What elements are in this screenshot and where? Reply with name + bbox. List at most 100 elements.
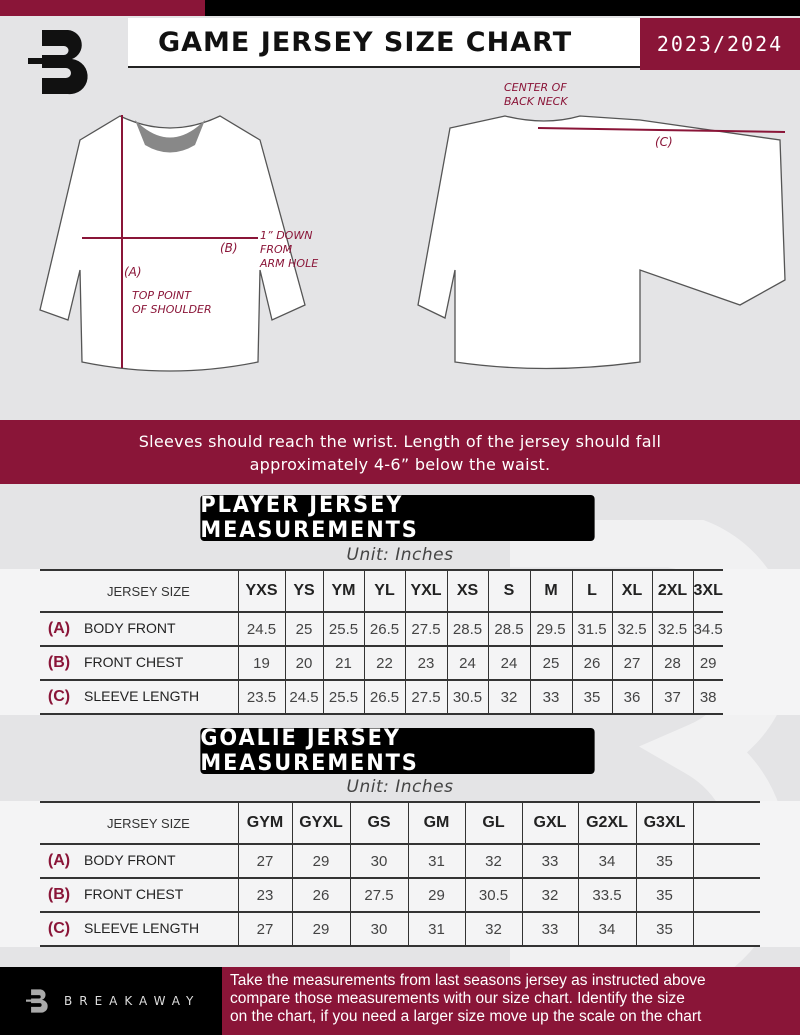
measurement-value: 29.5 [529,612,572,647]
svg-text:BACK NECK: BACK NECK [504,95,568,108]
size-header: XS [446,569,488,613]
measurement-value: 32 [464,844,522,879]
svg-text:FROM: FROM [260,243,293,256]
measurement-value: 25.5 [322,612,364,647]
brand-logo-small [26,989,48,1013]
svg-text:(B): (B) [220,241,238,255]
measurement-value: 24.5 [237,612,285,647]
measurement-value: 27 [237,844,292,879]
measurement-value: 28.5 [446,612,488,647]
instructions-line: approximately 4-6” below the waist. [249,455,551,474]
measurement-code: (A) [47,620,71,637]
measurement-value: 25.5 [322,680,364,715]
goalie-size-table: JERSEY SIZE GYM GYXL GS GM GL GXL G2XL G3XL (A) BO… [40,801,760,947]
measurement-row: (C) SLEEVE LENGTH 23.5 24.5 25.5 26.5 27.5 30.5… [40,680,723,715]
measurement-value: 33 [521,844,578,879]
player-size-table: JERSEY SIZE YXS YS YM YL YXL XS S M L XL 2XL 3XL (A) B… [40,569,723,715]
measurement-value: 30 [349,912,408,947]
measurement-value: 26.5 [363,612,405,647]
size-header: XL [611,569,652,613]
goalie-heading: GOALIE JERSEY MEASUREMENTS [200,726,595,776]
svg-text:OF SHOULDER: OF SHOULDER [132,303,212,316]
measurement-value: 38 [692,680,723,715]
measurement-value: 29 [291,912,350,947]
svg-text:1” DOWN: 1” DOWN [260,229,312,242]
size-header: G3XL [635,801,693,845]
measurement-value: 19 [237,646,285,681]
top-accent-bar [0,0,205,16]
measurement-value: 27.5 [404,612,447,647]
size-header: S [487,569,530,613]
measurement-value: 26 [571,646,612,681]
size-header: YM [322,569,364,613]
measurement-code: (C) [47,688,71,705]
measurement-value: 25 [284,612,323,647]
measurement-value: 27 [611,646,652,681]
measurement-value: 31 [407,844,465,879]
measurement-value: 32 [521,878,578,913]
svg-text:(C): (C) [655,135,673,149]
size-header: 3XL [692,569,723,613]
footer-line: Take the measurements from last seasons … [230,972,706,989]
size-header-row: JERSEY SIZE GYM GYXL GS GM GL GXL G2XL G3XL [40,801,760,845]
measurement-value: 33 [529,680,572,715]
measurement-value: 30 [349,844,408,879]
measurement-name: SLEEVE LENGTH [84,920,200,936]
measurement-value: 37 [651,680,693,715]
measurement-value: 26 [291,878,350,913]
measurement-label: (B) FRONT CHEST [40,646,238,681]
measurement-value: 35 [635,844,693,879]
size-header: YS [284,569,323,613]
svg-text:(A): (A) [124,265,142,279]
measurement-value: 32.5 [651,612,693,647]
size-header: YL [363,569,405,613]
size-header: GS [349,801,408,845]
jersey-size-label: JERSEY SIZE [40,569,238,613]
measurement-value: 32 [464,912,522,947]
measurement-value: 31 [407,912,465,947]
size-header: GYXL [291,801,350,845]
measurement-value: 31.5 [571,612,612,647]
measurement-code: (C) [47,920,71,937]
measurement-value: 29 [692,646,723,681]
instructions-banner: Sleeves should reach the wrist. Length o… [0,420,800,484]
svg-text:CENTER OF: CENTER OF [504,81,567,94]
size-header: G2XL [577,801,636,845]
size-header: GL [464,801,522,845]
measurement-value: 30.5 [446,680,488,715]
brand-name: BREAKAWAY [64,994,201,1008]
measurement-code: (B) [47,654,71,671]
size-header: YXL [404,569,447,613]
measurement-value [692,844,760,879]
size-header: GXL [521,801,578,845]
measurement-row: (C) SLEEVE LENGTH 27 29 30 31 32 33 34 35 [40,912,760,947]
measurement-label: (A) BODY FRONT [40,612,238,647]
measurement-value: 35 [635,912,693,947]
measurement-name: SLEEVE LENGTH [84,688,200,704]
back-jersey [417,115,786,370]
measurement-value: 24 [446,646,488,681]
season-badge: 2023/2024 [640,18,800,70]
measurement-value: 27.5 [404,680,447,715]
footer-brand: BREAKAWAY [0,967,222,1035]
top-black-bar [205,0,800,16]
measurement-value: 33 [521,912,578,947]
page-title: GAME JERSEY SIZE CHART [128,18,640,68]
measurement-value: 22 [363,646,405,681]
svg-text:ARM HOLE: ARM HOLE [259,257,318,270]
measurement-label: (A) BODY FRONT [40,844,238,879]
size-header: GYM [237,801,292,845]
measurement-value: 34.5 [692,612,723,647]
measurement-value: 30.5 [464,878,522,913]
measurement-code: (B) [47,886,71,903]
measurement-value: 28.5 [487,612,530,647]
measurement-value: 35 [571,680,612,715]
measurement-value: 27.5 [349,878,408,913]
measurement-value: 23 [237,878,292,913]
measurement-value: 23.5 [237,680,285,715]
size-header: GM [407,801,465,845]
size-header: L [571,569,612,613]
measurement-label: (C) SLEEVE LENGTH [40,680,238,715]
measurement-value [692,912,760,947]
measurement-value: 28 [651,646,693,681]
